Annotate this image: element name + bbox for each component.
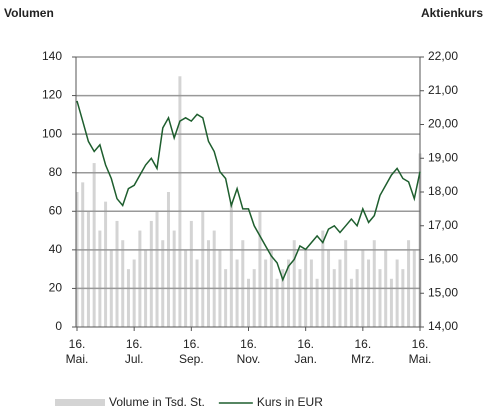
x-tick-label: 16. Jul. (124, 337, 144, 366)
volume-bar (212, 230, 216, 327)
y2-tick-label: 22,00 (428, 49, 458, 63)
volume-bar (132, 259, 136, 327)
y-tick-label: 140 (42, 49, 62, 63)
y2-tick-label: 21,00 (428, 83, 458, 97)
y2-tick-label: 16,00 (428, 252, 458, 266)
volume-bar (206, 240, 210, 327)
y2-tick-label: 15,00 (428, 285, 458, 299)
volume-bar (407, 240, 411, 327)
y2-tick-label: 18,00 (428, 184, 458, 198)
volume-bar (229, 201, 233, 327)
volume-bar (166, 192, 170, 327)
y-tick-label: 80 (49, 165, 63, 179)
volume-bar (349, 278, 353, 327)
volume-bar (258, 211, 262, 327)
y2-tick-label: 14,00 (428, 319, 458, 333)
volume-bar (389, 278, 393, 327)
y-axis-title: Volumen (4, 6, 54, 20)
volume-bar (195, 259, 199, 327)
volume-bar (292, 240, 296, 327)
volume-bar (355, 269, 359, 327)
volume-bar (247, 278, 250, 327)
volume-bar (161, 240, 165, 327)
y2-tick-label: 17,00 (428, 218, 458, 232)
volume-bar (235, 259, 239, 327)
y-tick-label: 20 (49, 281, 63, 295)
volume-bar (115, 220, 119, 327)
y-tick-label: 120 (42, 88, 62, 102)
x-tick-label: 16. Mai. (65, 337, 89, 366)
volume-bar (121, 240, 125, 327)
volume-bar (92, 163, 96, 327)
volume-bar (104, 201, 108, 327)
volume-bar (75, 192, 79, 327)
y-tick-label: 40 (49, 242, 63, 256)
volume-bar (201, 211, 205, 327)
x-tick-label: 16. Mrz. (351, 337, 375, 366)
y-tick-label: 60 (49, 203, 63, 217)
legend-label: Kurs in EUR (257, 395, 323, 409)
volume-bar (252, 269, 256, 327)
volume-bar (372, 240, 376, 327)
volume-bar (395, 259, 399, 327)
y2-tick-label: 20,00 (428, 117, 458, 131)
volume-bar (321, 230, 325, 327)
y2-axis-title: Aktienkurs (421, 6, 483, 20)
volume-bar (275, 278, 279, 327)
y-tick-label: 100 (42, 126, 62, 140)
volume-bar (155, 211, 159, 327)
x-tick-label: 16. Sep. (178, 337, 204, 366)
volume-bar (315, 278, 319, 327)
x-tick-label: 16. Jan. (294, 337, 317, 366)
y-tick-label: 0 (55, 319, 62, 333)
y2-tick-label: 19,00 (428, 150, 458, 164)
volume-bar (86, 211, 90, 327)
volume-bar (172, 230, 176, 327)
x-tick-label: 16. Mai. (408, 337, 432, 366)
legend-label: Volume in Tsd. St. (109, 395, 205, 409)
volume-bar (332, 269, 336, 327)
volume-bar (287, 259, 291, 327)
volume-bar (378, 269, 382, 327)
price-line (76, 100, 421, 282)
volume-bar (401, 269, 405, 327)
volume-bar (138, 230, 142, 327)
volume-bar (178, 76, 182, 328)
volume-bar (224, 269, 228, 327)
legend-swatch (55, 399, 105, 406)
volume-bar (367, 259, 371, 327)
volume-bar (338, 259, 342, 327)
volume-bar (344, 240, 348, 327)
volume-bar (264, 259, 268, 327)
volume-bar (98, 230, 102, 327)
volume-bar (309, 259, 313, 327)
volume-bar (126, 269, 130, 327)
x-tick-label: 16. Nov. (236, 337, 261, 366)
volume-bar (298, 269, 302, 327)
volume-bar (241, 240, 245, 327)
volume-bar (281, 269, 285, 327)
volume-bar (189, 220, 193, 327)
volume-bar (81, 182, 85, 327)
volume-bar (149, 220, 153, 327)
